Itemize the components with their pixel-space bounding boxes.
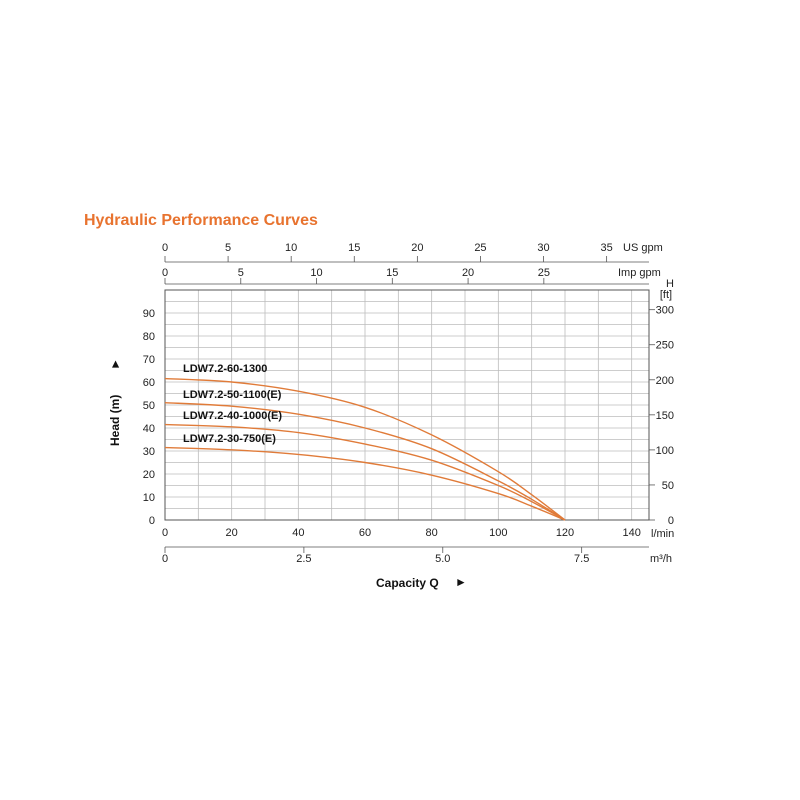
x-tick-label: 20 (226, 527, 238, 539)
curve-2 (164, 402, 566, 521)
secondary-tick-label: 15 (386, 267, 398, 279)
ft-tick-label: 50 (662, 480, 674, 492)
ft-tick-label: 250 (656, 340, 674, 352)
y-tick-label: 70 (143, 354, 155, 366)
secondary-tick-label: 15 (348, 242, 360, 254)
x-tick-label: 40 (292, 527, 304, 539)
x-unit-label: l/min (651, 528, 674, 540)
us-gpm-unit-label: US gpm (623, 242, 663, 254)
x-tick-label: 100 (489, 527, 507, 539)
ft-tick-label: 200 (656, 375, 674, 387)
secondary-tick-label: 30 (537, 242, 549, 254)
y-axis-title: Head (m) (108, 395, 122, 446)
secondary-tick-label: 5 (238, 267, 244, 279)
y-tick-label: 50 (143, 400, 155, 412)
chart-title: Hydraulic Performance Curves (84, 212, 318, 229)
secondary-tick-label: 10 (310, 267, 322, 279)
x-tick-label: 80 (426, 527, 438, 539)
plot-frame (164, 289, 650, 521)
series-label-1: LDW7.2-60-1300 (183, 363, 267, 375)
secondary-tick-label: 0 (162, 553, 168, 565)
y-tick-label: 40 (143, 423, 155, 435)
ft-tick-label: 100 (656, 445, 674, 457)
series-labels: LDW7.2-60-1300 LDW7.2-50-1100(E) LDW7.2-40… (183, 363, 282, 445)
curve-1 (164, 377, 566, 521)
ft-tick-label: 0 (668, 515, 674, 527)
secondary-tick-label: 5.0 (435, 553, 450, 565)
x-tick-label: 120 (556, 527, 574, 539)
secondary-tick-label: 2.5 (296, 553, 311, 565)
secondary-tick-label: 20 (411, 242, 423, 254)
series-label-3: LDW7.2-40-1000(E) (183, 410, 282, 422)
y-tick-label: 90 (143, 308, 155, 320)
curve-4 (164, 446, 566, 521)
y-tick-label: 10 (143, 492, 155, 504)
y-tick-label: 30 (143, 446, 155, 458)
x-axis-arrow-icon: ► (455, 575, 467, 589)
ft-tick-label: 300 (656, 305, 674, 317)
secondary-tick-label: 25 (474, 242, 486, 254)
secondary-tick-label: 7.5 (574, 553, 589, 565)
plot-grid (164, 289, 650, 521)
secondary-tick-label: 35 (601, 242, 613, 254)
secondary-tick-label: 5 (225, 242, 231, 254)
secondary-tick-label: 0 (162, 267, 168, 279)
imp-gpm-unit-label: Imp gpm (618, 267, 661, 279)
curve-3 (164, 423, 566, 521)
x-tick-label: 60 (359, 527, 371, 539)
m3h-unit-label: m³/h (650, 553, 672, 565)
series-label-2: LDW7.2-50-1100(E) (183, 389, 282, 401)
y-axis-arrow-icon: ► (108, 358, 122, 370)
x-axis-title: Capacity Q (376, 576, 439, 590)
secondary-tick-label: 25 (538, 267, 550, 279)
ft-unit-line2: [ft] (660, 289, 672, 301)
x-tick-label: 140 (622, 527, 640, 539)
x-tick-label: 0 (162, 527, 168, 539)
secondary-tick-label: 0 (162, 242, 168, 254)
y-tick-label: 60 (143, 377, 155, 389)
performance-curves (164, 377, 566, 521)
series-label-4: LDW7.2-30-750(E) (183, 433, 276, 445)
secondary-tick-label: 20 (462, 267, 474, 279)
ft-unit-line1: H (666, 278, 674, 290)
y-tick-label: 20 (143, 469, 155, 481)
ft-tick-label: 150 (656, 410, 674, 422)
y-tick-label: 80 (143, 331, 155, 343)
y-tick-label: 0 (149, 515, 155, 527)
secondary-tick-label: 10 (285, 242, 297, 254)
